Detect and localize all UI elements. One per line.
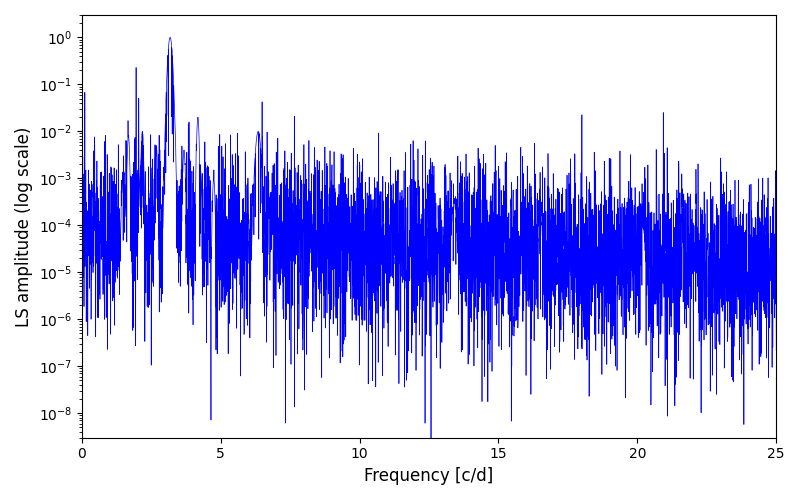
Y-axis label: LS amplitude (log scale): LS amplitude (log scale) [15, 126, 33, 326]
X-axis label: Frequency [c/d]: Frequency [c/d] [364, 467, 494, 485]
